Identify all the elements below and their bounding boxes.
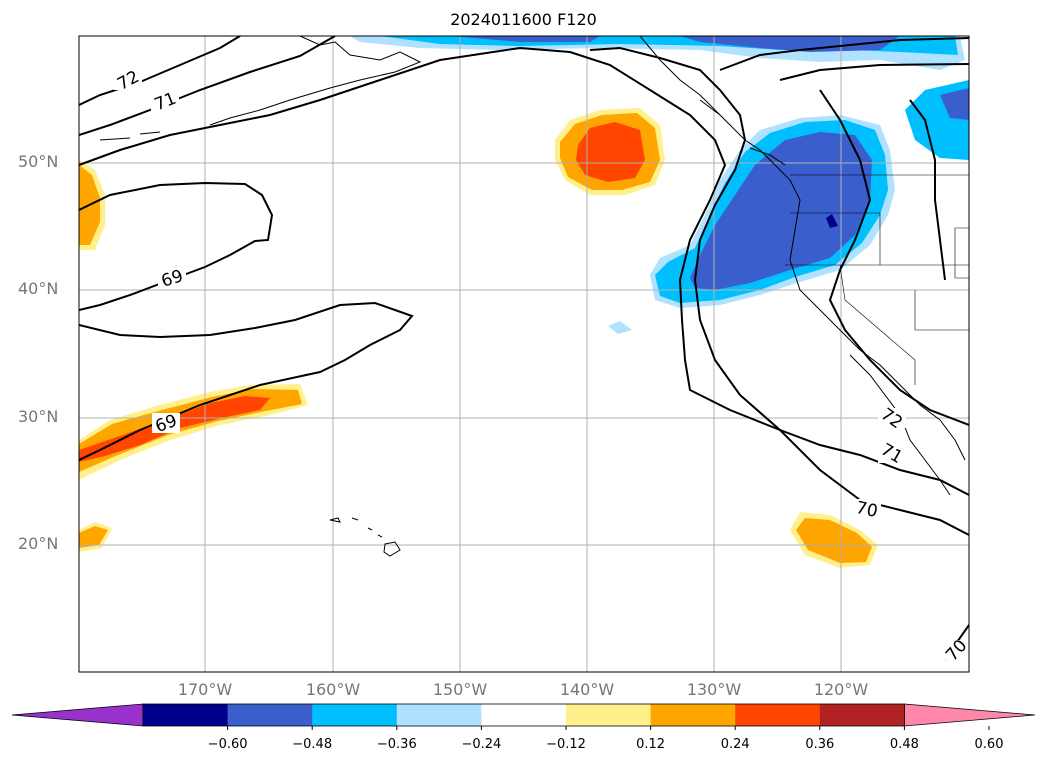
latitude-label: 30°N — [18, 407, 59, 426]
colorbar-tick-label: 0.24 — [720, 737, 750, 752]
map-frame — [78, 35, 970, 673]
colorbar-tick-label: 0.36 — [805, 737, 835, 752]
colorbar-segment — [819, 704, 905, 726]
longitude-label: 170°W — [177, 680, 233, 699]
colorbar-segment — [143, 704, 229, 726]
coastlines — [99, 36, 966, 496]
graticule — [79, 36, 969, 672]
colorbar-segment — [396, 704, 482, 726]
political-borders — [785, 174, 969, 385]
filled-anomaly-regions — [79, 36, 969, 568]
colorbar-segments — [11, 703, 1036, 730]
colorbar-tick-label: −0.60 — [207, 737, 248, 752]
colorbar-tick-label: 0.48 — [889, 737, 919, 752]
colorbar-extend-low — [11, 703, 144, 727]
colorbar-tick-label: −0.12 — [546, 737, 586, 752]
latitude-label: 40°N — [18, 279, 59, 298]
longitude-label: 160°W — [305, 680, 361, 699]
colorbar-segment — [312, 704, 398, 726]
longitude-label: 130°W — [686, 680, 742, 699]
colorbar-tick-label: −0.48 — [292, 737, 333, 752]
hawaii-islands — [329, 517, 401, 557]
longitude-label: 140°W — [559, 680, 615, 699]
colorbar-tick-label: 0.60 — [974, 737, 1004, 752]
colorbar-frame — [142, 703, 905, 727]
height-contours — [79, 36, 969, 661]
colorbar-segment — [566, 704, 652, 726]
longitude-label: 150°W — [432, 680, 488, 699]
colorbar-tick-label: −0.36 — [376, 737, 417, 752]
colorbar-tick-label: 0.12 — [636, 737, 666, 752]
colorbar-segment — [481, 704, 567, 726]
longitude-label: 120°W — [813, 680, 869, 699]
colorbar-segment — [650, 704, 736, 726]
colorbar-extend-high — [904, 703, 1036, 727]
colorbar-segment — [735, 704, 821, 726]
colorbar-segment — [227, 704, 313, 726]
latitude-label: 50°N — [18, 152, 59, 171]
colorbar-tick-label: −0.24 — [461, 737, 502, 752]
latitude-label: 20°N — [18, 534, 59, 553]
contour-label: 70 — [854, 498, 879, 522]
map-title: 2024011600 F120 — [450, 10, 597, 29]
